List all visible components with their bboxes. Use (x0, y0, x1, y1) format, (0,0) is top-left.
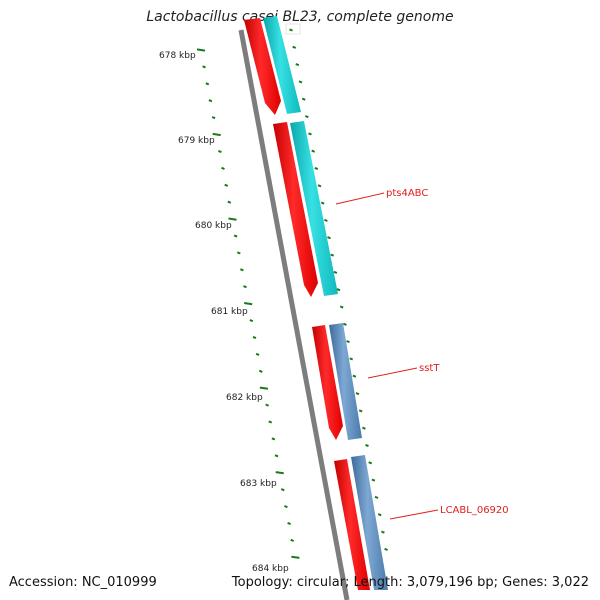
feature-tick-minor (365, 443, 369, 448)
feature-tick-minor (295, 63, 300, 67)
scale-tick-major (244, 302, 253, 306)
genome-backbone (238, 29, 350, 600)
feature-tick-minor (327, 236, 331, 240)
feature-tick-minor (368, 461, 373, 465)
scale-label-682: 682 kbp (226, 393, 263, 403)
cds-feature (334, 459, 370, 590)
feature-tick-minor (377, 513, 382, 517)
gene-label-pts4ABC: pts4ABC (386, 188, 428, 199)
scale-tick-minor (233, 234, 238, 238)
feature-tick-minor (298, 80, 303, 84)
feature-ticks (289, 28, 388, 551)
feature-tick-minor (301, 97, 306, 101)
feature-tick-minor (308, 132, 312, 136)
feature-tick-minor (311, 149, 316, 153)
scale-tick-minor (284, 505, 288, 509)
scale-label-681: 681 kbp (211, 307, 248, 317)
cds-feature (244, 18, 281, 115)
feature-tick-minor (324, 218, 328, 222)
scale-label-680: 680 kbp (195, 221, 232, 231)
gene-label-sstT: sstT (419, 363, 440, 374)
feature-tick-minor (371, 478, 376, 482)
feature-tick-minor (374, 495, 379, 499)
scale-tick-major (228, 217, 237, 221)
feature-tick-minor (339, 305, 344, 309)
feature-tick-minor (320, 201, 325, 205)
scale-tick-major (275, 471, 284, 475)
scale-tick-minor (243, 285, 247, 289)
scale-label-683: 683 kbp (240, 479, 277, 489)
scale-label-678: 678 kbp (159, 51, 196, 61)
feature-tick-minor (349, 357, 354, 361)
feature-tick-minor (289, 28, 293, 32)
feature-tick-minor (317, 184, 322, 188)
feature-tick-minor (343, 322, 347, 326)
feature-label-box (285, 23, 301, 35)
scale-labels: 678 kbp 679 kbp 680 kbp 681 kbp 682 kbp … (159, 51, 289, 574)
scale-tick-minor (224, 183, 229, 187)
feature-tick-minor (333, 270, 338, 274)
feature-tick-minor (355, 392, 360, 396)
scale-tick-minor (208, 99, 213, 103)
scale-tick-major (212, 132, 221, 137)
feature-tick-minor (381, 530, 385, 534)
scale-tick-minor (265, 403, 269, 407)
cds-feature (312, 325, 343, 440)
scale-tick-minor (268, 420, 273, 424)
feature-tick-minor (362, 426, 366, 430)
scale-tick-major (291, 555, 300, 559)
feature-tick-minor (346, 340, 350, 344)
scale-tick-minor (271, 437, 276, 441)
scale-tick-minor (249, 319, 254, 323)
feature-tick-minor (314, 166, 319, 171)
leader-line-LCABL_06920 (389, 509, 439, 520)
scale-tick-major (259, 386, 269, 390)
feature-tick-minor (336, 288, 341, 292)
scale-tick-minor (202, 65, 206, 69)
scale-tick-minor (280, 488, 285, 492)
feature-tick-minor (304, 115, 309, 119)
scale-tick-minor (255, 352, 260, 356)
feature-tick-minor (330, 253, 335, 257)
scale-tick-minor (236, 251, 241, 255)
feature-tick-minor (292, 45, 297, 49)
cds-feature (273, 122, 318, 297)
gene-feature (290, 121, 338, 296)
scale-tick-major (196, 48, 206, 52)
scale-tick-minor (287, 521, 291, 526)
scale-tick-minor (290, 538, 295, 542)
scale-ticks (196, 48, 300, 559)
scale-tick-minor (218, 149, 222, 154)
scale-tick-minor (240, 268, 244, 272)
feature-tick-minor (352, 374, 357, 378)
feature-tick-minor (384, 547, 388, 551)
leader-line-sstT (367, 367, 418, 379)
accession-text: Accession: NC_010999 (9, 575, 157, 590)
feature-tick-minor (358, 409, 363, 413)
scale-label-679: 679 kbp (178, 136, 215, 146)
scale-label-684: 684 kbp (252, 564, 289, 574)
map-title: Lactobacillus casei BL23, complete genom… (146, 9, 454, 25)
gene-feature (351, 455, 388, 590)
genome-summary-text: Topology: circular; Length: 3,079,196 bp… (231, 575, 589, 590)
scale-tick-minor (205, 82, 210, 86)
gene-label-LCABL_06920: LCABL_06920 (440, 505, 509, 516)
scale-tick-minor (211, 116, 216, 120)
leader-line-pts4ABC (335, 192, 385, 205)
scale-tick-minor (221, 166, 225, 170)
scale-tick-minor (252, 335, 257, 340)
gene-feature (263, 16, 301, 114)
scale-tick-minor (227, 200, 232, 204)
scale-tick-minor (258, 369, 263, 373)
gene-feature (329, 323, 362, 440)
scale-tick-minor (274, 454, 279, 458)
